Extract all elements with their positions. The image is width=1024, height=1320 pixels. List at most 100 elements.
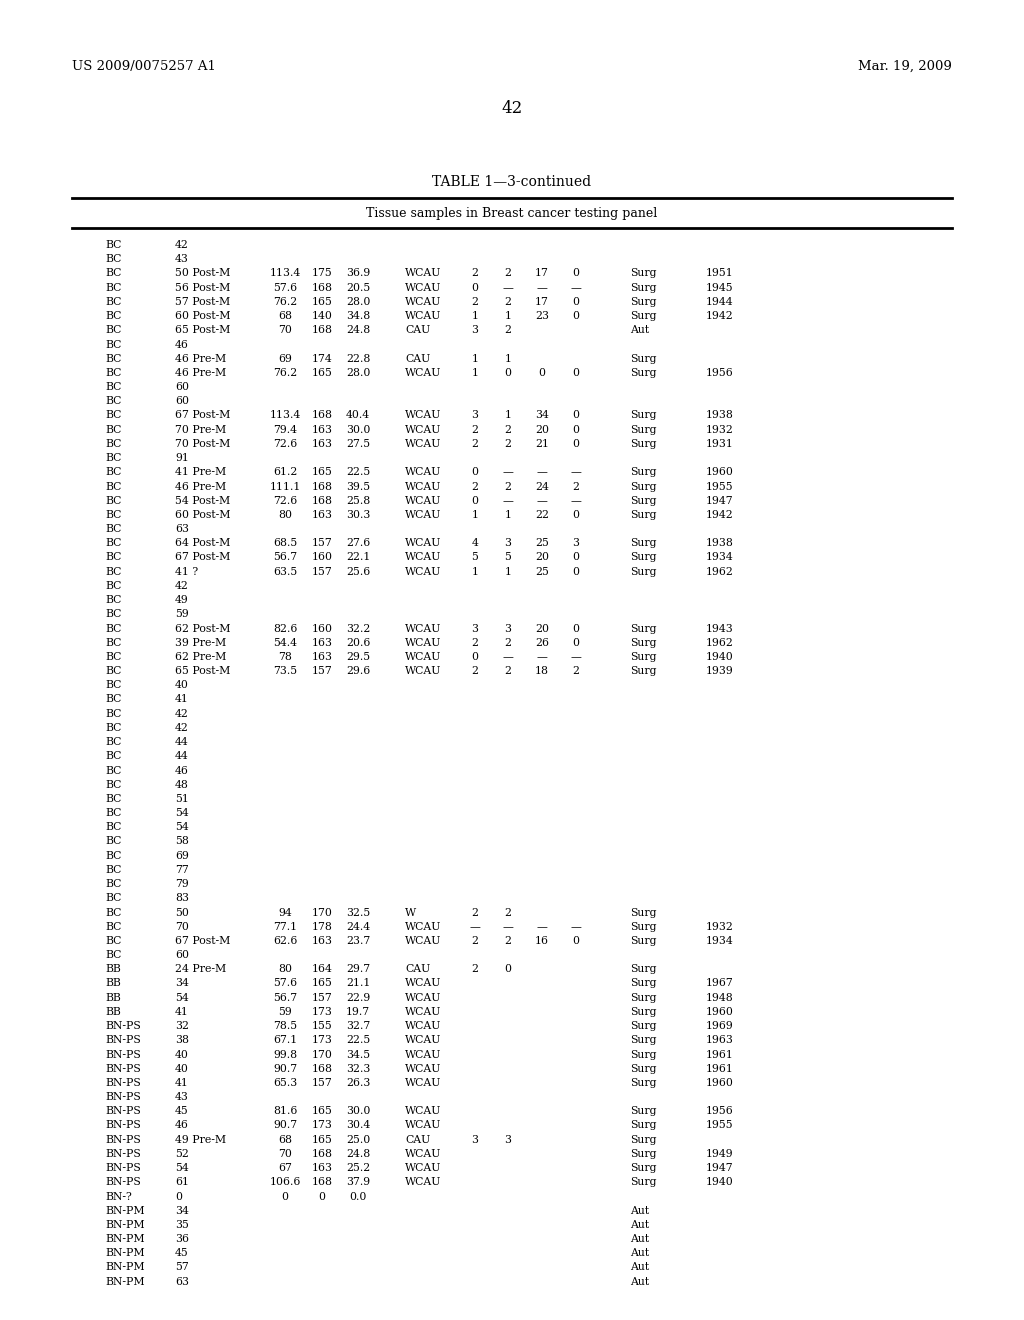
Text: WCAU: WCAU [406,1064,441,1073]
Text: —: — [503,652,513,661]
Text: WCAU: WCAU [406,1078,441,1088]
Text: 1: 1 [505,510,512,520]
Text: 24.4: 24.4 [346,921,370,932]
Text: 168: 168 [311,325,333,335]
Text: BC: BC [105,936,122,946]
Text: BC: BC [105,312,122,321]
Text: 173: 173 [311,1035,333,1045]
Text: 20: 20 [535,425,549,434]
Text: WCAU: WCAU [406,425,441,434]
Text: 21.1: 21.1 [346,978,371,989]
Text: 163: 163 [311,936,333,946]
Text: 58: 58 [175,837,188,846]
Text: —: — [537,921,548,932]
Text: 1932: 1932 [707,921,734,932]
Text: Aut: Aut [630,1276,649,1287]
Text: 1962: 1962 [707,566,734,577]
Text: 1: 1 [471,312,478,321]
Text: 0: 0 [471,467,478,478]
Text: 106.6: 106.6 [269,1177,301,1187]
Text: 42: 42 [175,581,188,591]
Text: 19.7: 19.7 [346,1007,370,1016]
Text: 3: 3 [471,325,478,335]
Text: 32: 32 [175,1022,189,1031]
Text: BN-PM: BN-PM [105,1205,144,1216]
Text: 62 Pre-M: 62 Pre-M [175,652,226,661]
Text: BC: BC [105,751,122,762]
Text: 22.5: 22.5 [346,467,370,478]
Text: 51: 51 [175,793,188,804]
Text: BC: BC [105,638,122,648]
Text: 21: 21 [535,438,549,449]
Text: 2: 2 [505,425,512,434]
Text: 46 Pre-M: 46 Pre-M [175,368,226,378]
Text: 65 Post-M: 65 Post-M [175,667,230,676]
Text: 38: 38 [175,1035,189,1045]
Text: BC: BC [105,411,122,421]
Text: Aut: Aut [630,1205,649,1216]
Text: 28.0: 28.0 [346,368,371,378]
Text: 0: 0 [572,368,580,378]
Text: Surg: Surg [630,936,656,946]
Text: 2: 2 [471,936,478,946]
Text: WCAU: WCAU [406,1121,441,1130]
Text: 157: 157 [311,1078,333,1088]
Text: CAU: CAU [406,354,430,364]
Text: 32.3: 32.3 [346,1064,371,1073]
Text: Surg: Surg [630,1049,656,1060]
Text: 41: 41 [175,1078,188,1088]
Text: BC: BC [105,396,122,407]
Text: 2: 2 [505,325,512,335]
Text: 170: 170 [311,908,333,917]
Text: 2: 2 [471,908,478,917]
Text: —: — [503,282,513,293]
Text: WCAU: WCAU [406,1148,441,1159]
Text: 1949: 1949 [707,1148,734,1159]
Text: 76.2: 76.2 [272,297,297,308]
Text: BC: BC [105,325,122,335]
Text: 62 Post-M: 62 Post-M [175,623,230,634]
Text: 1951: 1951 [707,268,734,279]
Text: WCAU: WCAU [406,467,441,478]
Text: —: — [537,496,548,506]
Text: 60 Post-M: 60 Post-M [175,312,230,321]
Text: Aut: Aut [630,1220,649,1230]
Text: 46 Pre-M: 46 Pre-M [175,354,226,364]
Text: 0: 0 [572,510,580,520]
Text: 1940: 1940 [707,1177,734,1187]
Text: 35: 35 [175,1220,188,1230]
Text: 57 Post-M: 57 Post-M [175,297,230,308]
Text: 24 Pre-M: 24 Pre-M [175,965,226,974]
Text: 90.7: 90.7 [273,1121,297,1130]
Text: BC: BC [105,510,122,520]
Text: 2: 2 [505,908,512,917]
Text: 0: 0 [471,496,478,506]
Text: BC: BC [105,694,122,705]
Text: Surg: Surg [630,667,656,676]
Text: 1: 1 [471,354,478,364]
Text: 168: 168 [311,482,333,491]
Text: Surg: Surg [630,1177,656,1187]
Text: 1967: 1967 [707,978,734,989]
Text: 2: 2 [471,425,478,434]
Text: 173: 173 [311,1007,333,1016]
Text: BC: BC [105,921,122,932]
Text: BC: BC [105,268,122,279]
Text: Tissue samples in Breast cancer testing panel: Tissue samples in Breast cancer testing … [367,207,657,220]
Text: 23.7: 23.7 [346,936,370,946]
Text: 50: 50 [175,908,188,917]
Text: WCAU: WCAU [406,1163,441,1173]
Text: WCAU: WCAU [406,921,441,932]
Text: 63: 63 [175,1276,189,1287]
Text: —: — [537,652,548,661]
Text: 1: 1 [471,510,478,520]
Text: WCAU: WCAU [406,539,441,548]
Text: 40: 40 [175,1064,188,1073]
Text: Surg: Surg [630,1035,656,1045]
Text: 1934: 1934 [707,936,734,946]
Text: 67: 67 [279,1163,292,1173]
Text: Mar. 19, 2009: Mar. 19, 2009 [858,59,952,73]
Text: 0: 0 [572,438,580,449]
Text: 1969: 1969 [707,1022,734,1031]
Text: 46: 46 [175,339,188,350]
